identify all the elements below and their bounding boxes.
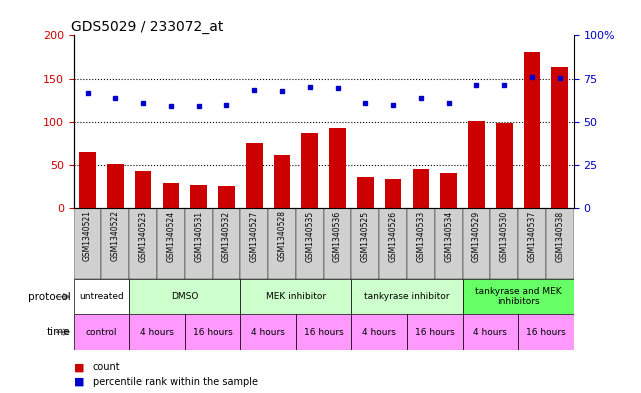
Bar [157, 208, 185, 279]
Bar [324, 208, 351, 279]
Bar [518, 208, 546, 279]
Bar [407, 314, 463, 350]
Bar [274, 155, 290, 208]
Bar [490, 208, 518, 279]
Bar [74, 208, 101, 279]
Text: MEK inhibitor: MEK inhibitor [266, 292, 326, 301]
Text: GSM1340530: GSM1340530 [500, 210, 509, 262]
Text: 4 hours: 4 hours [362, 328, 396, 336]
Bar [74, 314, 129, 350]
Bar [240, 279, 351, 314]
Bar [496, 123, 513, 208]
Text: GSM1340525: GSM1340525 [361, 210, 370, 261]
Bar [213, 208, 240, 279]
Bar [101, 208, 129, 279]
Bar [218, 186, 235, 208]
Text: 4 hours: 4 hours [474, 328, 507, 336]
Text: 4 hours: 4 hours [140, 328, 174, 336]
Bar [413, 169, 429, 208]
Text: untreated: untreated [79, 292, 124, 301]
Text: GSM1340532: GSM1340532 [222, 210, 231, 261]
Bar [351, 279, 463, 314]
Bar [518, 314, 574, 350]
Bar [440, 173, 457, 208]
Text: GSM1340531: GSM1340531 [194, 210, 203, 261]
Bar [351, 314, 407, 350]
Bar [551, 67, 568, 208]
Bar [301, 133, 318, 208]
Text: 16 hours: 16 hours [415, 328, 454, 336]
Text: GSM1340536: GSM1340536 [333, 210, 342, 262]
Bar [74, 279, 129, 314]
Bar [129, 208, 157, 279]
Text: DMSO: DMSO [171, 292, 199, 301]
Text: GSM1340521: GSM1340521 [83, 210, 92, 261]
Text: 16 hours: 16 hours [526, 328, 566, 336]
Text: GSM1340538: GSM1340538 [555, 210, 564, 261]
Bar [357, 177, 374, 208]
Text: GSM1340527: GSM1340527 [250, 210, 259, 261]
Bar [129, 314, 185, 350]
Bar [329, 128, 346, 208]
Bar [185, 314, 240, 350]
Bar [463, 208, 490, 279]
Text: GSM1340524: GSM1340524 [167, 210, 176, 261]
Text: GDS5029 / 233072_at: GDS5029 / 233072_at [71, 20, 224, 34]
Text: GSM1340535: GSM1340535 [305, 210, 314, 262]
Bar [385, 179, 401, 208]
Bar [135, 171, 151, 208]
Bar [107, 164, 124, 208]
Text: percentile rank within the sample: percentile rank within the sample [93, 377, 258, 387]
Text: time: time [47, 327, 71, 337]
Bar [524, 52, 540, 208]
Bar [296, 314, 351, 350]
Text: GSM1340526: GSM1340526 [388, 210, 397, 261]
Text: GSM1340533: GSM1340533 [417, 210, 426, 262]
Bar [463, 314, 518, 350]
Bar [185, 208, 213, 279]
Text: GSM1340534: GSM1340534 [444, 210, 453, 262]
Bar [268, 208, 296, 279]
Text: GSM1340529: GSM1340529 [472, 210, 481, 261]
Text: tankyrase and MEK
inhibitors: tankyrase and MEK inhibitors [475, 287, 562, 307]
Bar [546, 208, 574, 279]
Bar [129, 279, 240, 314]
Text: protocol: protocol [28, 292, 71, 302]
Bar [163, 183, 179, 208]
Bar [240, 314, 296, 350]
Text: GSM1340537: GSM1340537 [528, 210, 537, 262]
Bar [240, 208, 268, 279]
Bar [246, 143, 263, 208]
Text: ■: ■ [74, 362, 84, 373]
Text: control: control [86, 328, 117, 336]
Text: GSM1340522: GSM1340522 [111, 210, 120, 261]
Bar [79, 152, 96, 208]
Bar [407, 208, 435, 279]
Text: tankyrase inhibitor: tankyrase inhibitor [364, 292, 450, 301]
Bar [379, 208, 407, 279]
Text: GSM1340523: GSM1340523 [138, 210, 147, 261]
Bar [468, 121, 485, 208]
Bar [463, 279, 574, 314]
Text: ■: ■ [74, 377, 84, 387]
Text: GSM1340528: GSM1340528 [278, 210, 287, 261]
Bar [435, 208, 463, 279]
Text: 4 hours: 4 hours [251, 328, 285, 336]
Text: 16 hours: 16 hours [304, 328, 344, 336]
Text: 16 hours: 16 hours [193, 328, 233, 336]
Bar [190, 185, 207, 208]
Bar [296, 208, 324, 279]
Text: count: count [93, 362, 121, 373]
Bar [351, 208, 379, 279]
